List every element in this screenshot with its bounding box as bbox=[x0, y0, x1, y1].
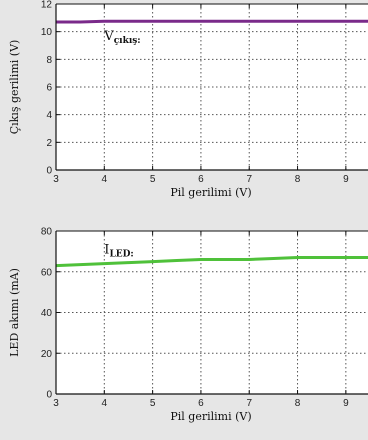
y-tick-label: 20 bbox=[41, 349, 53, 360]
y-tick-label: 80 bbox=[41, 227, 53, 238]
series-line bbox=[56, 19, 368, 24]
x-axis-label: Pil gerilimi (V) bbox=[170, 410, 251, 423]
x-tick-label: 4 bbox=[102, 398, 108, 409]
chart-output-voltage: 3 4 5 6 7 8 9 0 2 4 6 8 10 12 Pil gerilimi (V) Çıkış ge… bbox=[8, 0, 368, 199]
x-tick-label: 9 bbox=[343, 174, 349, 185]
x-tick-label: 7 bbox=[246, 174, 252, 185]
x-tick-label: 4 bbox=[102, 174, 108, 185]
y-tick-label: 60 bbox=[41, 267, 53, 278]
x-tick-label: 7 bbox=[246, 398, 252, 409]
y-tick-label: 12 bbox=[41, 0, 53, 11]
y-tick-label: 40 bbox=[41, 308, 53, 319]
x-tick-label: 8 bbox=[295, 174, 301, 185]
x-tick-label: 5 bbox=[150, 398, 156, 409]
x-tick-label: 3 bbox=[53, 174, 59, 185]
y-tick-label: 8 bbox=[46, 55, 52, 66]
x-tick-label: 8 bbox=[295, 398, 301, 409]
x-tick-label: 9 bbox=[343, 398, 349, 409]
x-tick-label: 5 bbox=[150, 174, 156, 185]
series-annotation-subscript: LED: bbox=[109, 249, 133, 259]
x-tick-label: 6 bbox=[198, 174, 204, 185]
y-tick-label: 6 bbox=[46, 83, 52, 94]
y-tick-label: 0 bbox=[46, 390, 52, 401]
y-tick-label: 0 bbox=[46, 166, 52, 177]
x-axis-label: Pil gerilimi (V) bbox=[170, 186, 251, 199]
x-tick-label: 3 bbox=[53, 398, 59, 409]
x-tick-label: 6 bbox=[198, 398, 204, 409]
y-tick-label: 4 bbox=[46, 110, 52, 121]
series-annotation-subscript: çıkış: bbox=[114, 36, 141, 46]
y-tick-label: 2 bbox=[46, 138, 52, 149]
chart-led-current: 3 4 5 6 7 8 9 0 20 40 60 80 Pil gerilimi (V) LED akım… bbox=[8, 227, 368, 423]
y-axis-label: Çıkış gerilimi (V) bbox=[8, 40, 21, 135]
y-tick-label: 10 bbox=[41, 27, 53, 38]
series-line bbox=[56, 256, 368, 268]
y-axis-label: LED akımı (mA) bbox=[8, 268, 21, 357]
